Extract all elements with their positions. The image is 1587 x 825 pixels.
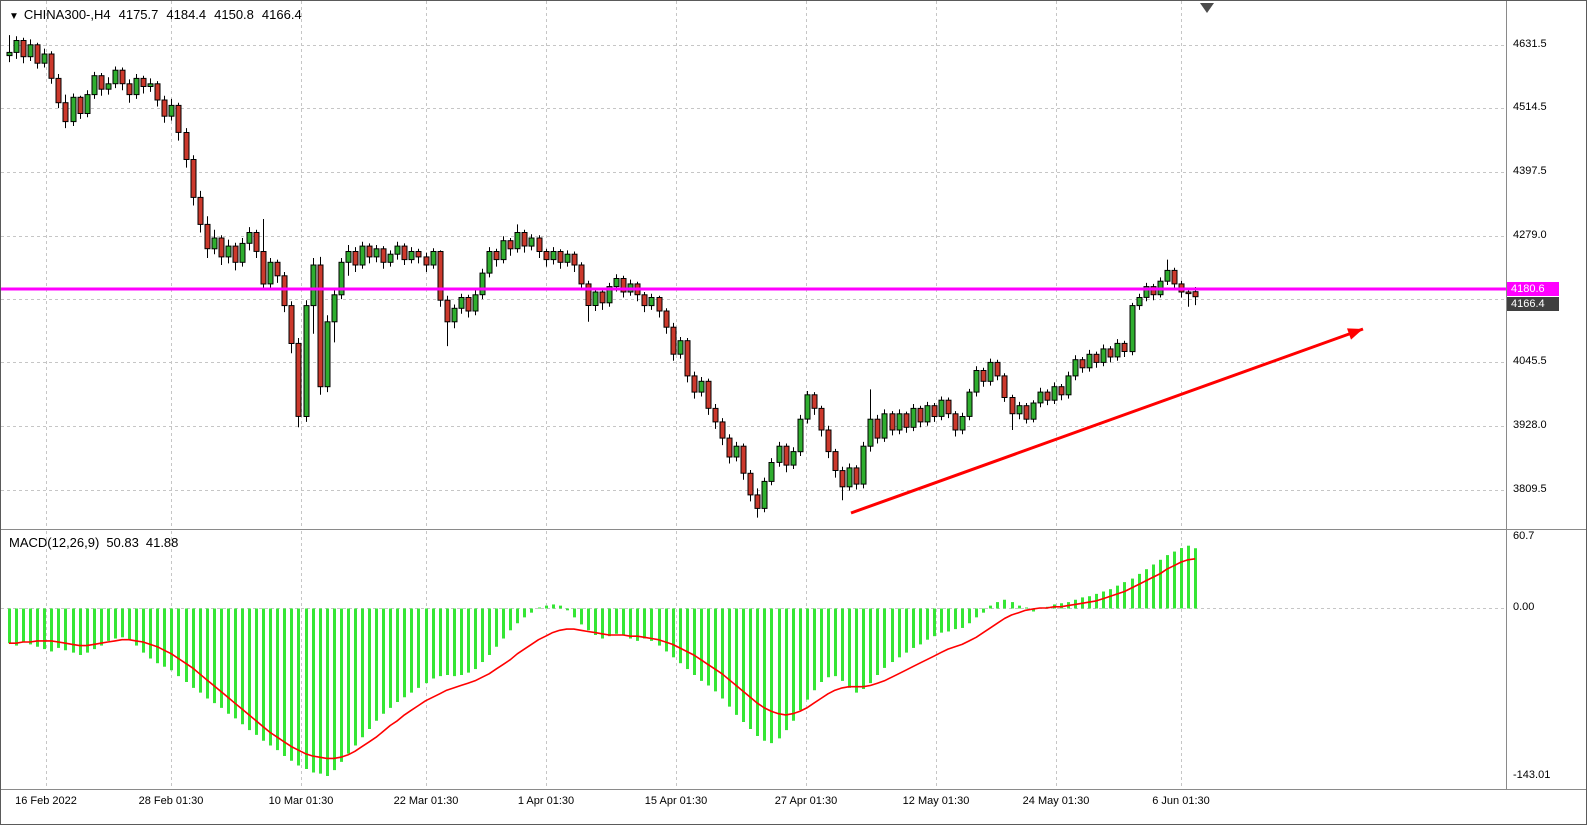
macd-axis-label: -143.01 [1513,769,1551,782]
indicator-signal-value: 41.88 [145,535,179,550]
price-axis-label: 3928.0 [1513,418,1547,431]
price-axis-label: 4045.5 [1513,355,1547,368]
time-axis[interactable]: 16 Feb 2022 28 Feb 01:30 10 Mar 01:30 22 Ma… [1,790,1586,824]
symbol-timeframe-label: CHINA300-,H4 [23,7,111,22]
price-axis-label: 4631.5 [1513,38,1547,51]
hline-price-tag: 4180.6 [1507,282,1559,297]
bid-price-tag: 4166.4 [1507,297,1559,312]
time-axis-label: 27 Apr 01:30 [774,795,838,807]
price-axis[interactable]: 4631.5 4514.5 4397.5 4279.0 4045.5 3928.0 3809… [1507,1,1586,790]
price-axis-label: 4514.5 [1513,101,1547,114]
price-axis-label: 4397.5 [1513,164,1547,177]
chart-title-overlay: ▼ CHINA300-,H4 4175.7 4184.4 4150.8 4166.4 [9,7,302,22]
macd-signal-line [9,558,1196,760]
time-axis-label: 22 Mar 01:30 [393,795,459,807]
gridlines [1,1,1506,788]
dropdown-arrow-icon[interactable]: ▼ [9,11,19,22]
ohlc-close: 4166.4 [261,7,302,22]
macd-axis-label: 0.00 [1513,600,1535,613]
macd-histogram [8,545,1197,777]
ohlc-low: 4150.8 [214,7,254,22]
time-axis-label: 12 May 01:30 [902,795,970,807]
ohlc-open: 4175.7 [118,7,159,22]
trend-arrow-head[interactable] [1347,328,1363,340]
indicator-label: MACD(12,26,9) 50.83 41.88 [9,535,178,550]
price-axis-label: 3809.5 [1513,482,1547,495]
candlestick-series[interactable] [6,35,1199,518]
time-axis-label: 15 Apr 01:30 [644,795,708,807]
time-axis-label: 6 Jun 01:30 [1152,795,1210,807]
shift-marker-icon[interactable] [1200,3,1214,13]
price-axis-label: 4279.0 [1513,228,1547,241]
time-axis-label: 16 Feb 2022 [15,795,77,807]
time-axis-label: 1 Apr 01:30 [517,795,575,807]
indicator-name: MACD(12,26,9) [9,535,100,550]
indicator-macd-value: 50.83 [106,535,139,550]
trend-arrow-line[interactable] [850,327,1364,515]
time-axis-label: 24 May 01:30 [1022,795,1090,807]
ohlc-high: 4184.4 [166,7,207,22]
macd-axis-label: 60.7 [1513,529,1535,542]
time-axis-label: 28 Feb 01:30 [138,795,204,807]
time-axis-label: 10 Mar 01:30 [268,795,334,807]
